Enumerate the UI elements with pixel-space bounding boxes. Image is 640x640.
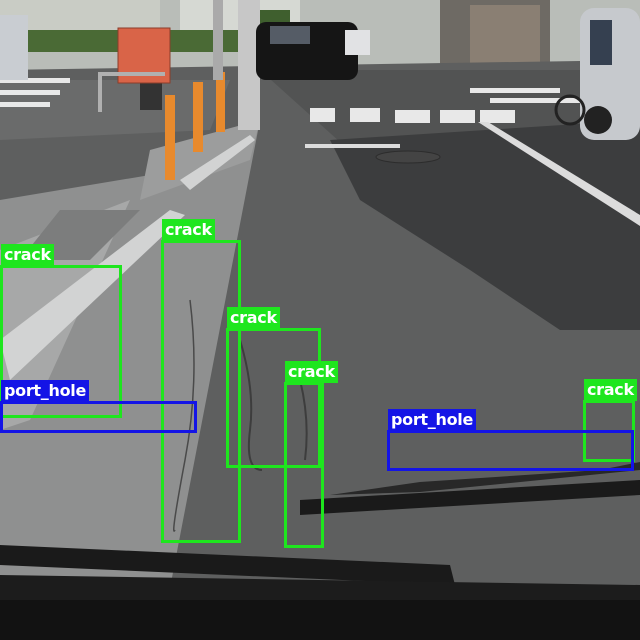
crack-box-1: crack [0,244,122,418]
crack-box-4: crack [284,361,338,548]
port-hole-label-1: port_hole [1,380,90,402]
crack-box-3: crack [226,307,321,468]
crack-box-2: crack [161,219,241,543]
crack-label-1: crack [1,244,54,266]
crack-label-2: crack [162,219,215,241]
crack-label-5: crack [584,379,637,401]
port-hole-box-2: port_hole [387,409,634,471]
port-hole-box-1: port_hole [0,380,197,433]
crack-label-3: crack [227,307,280,329]
crack-label-4: crack [285,361,338,383]
port-hole-label-2: port_hole [388,409,477,431]
